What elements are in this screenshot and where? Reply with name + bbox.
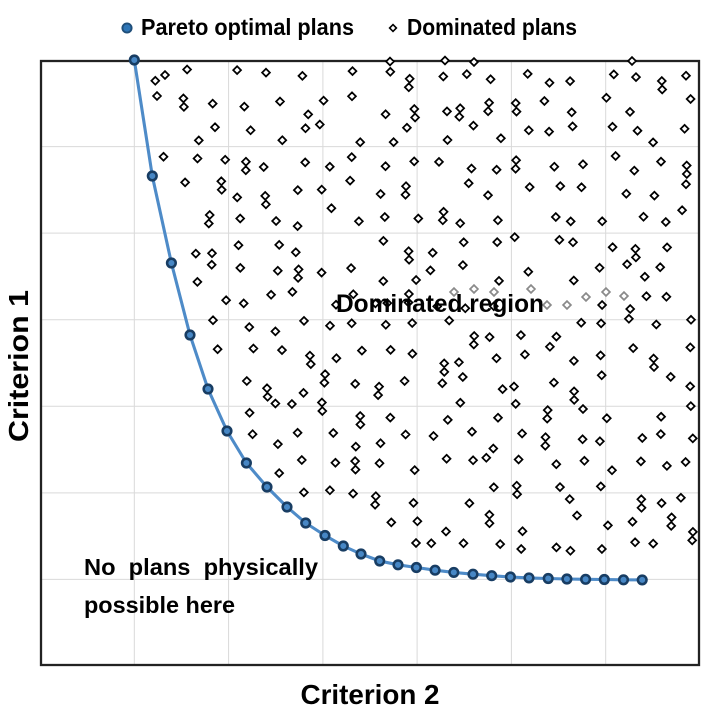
svg-text:Criterion 1: Criterion 1: [3, 290, 34, 442]
svg-text:No plans physically: No plans physically: [84, 554, 318, 580]
svg-text:Dominated region: Dominated region: [336, 290, 544, 318]
svg-text:Criterion 2: Criterion 2: [301, 679, 440, 710]
svg-text:possible here: possible here: [84, 592, 235, 618]
svg-text:Pareto optimal plans: Pareto optimal plans: [141, 14, 354, 40]
svg-text:Dominated plans: Dominated plans: [407, 14, 577, 40]
